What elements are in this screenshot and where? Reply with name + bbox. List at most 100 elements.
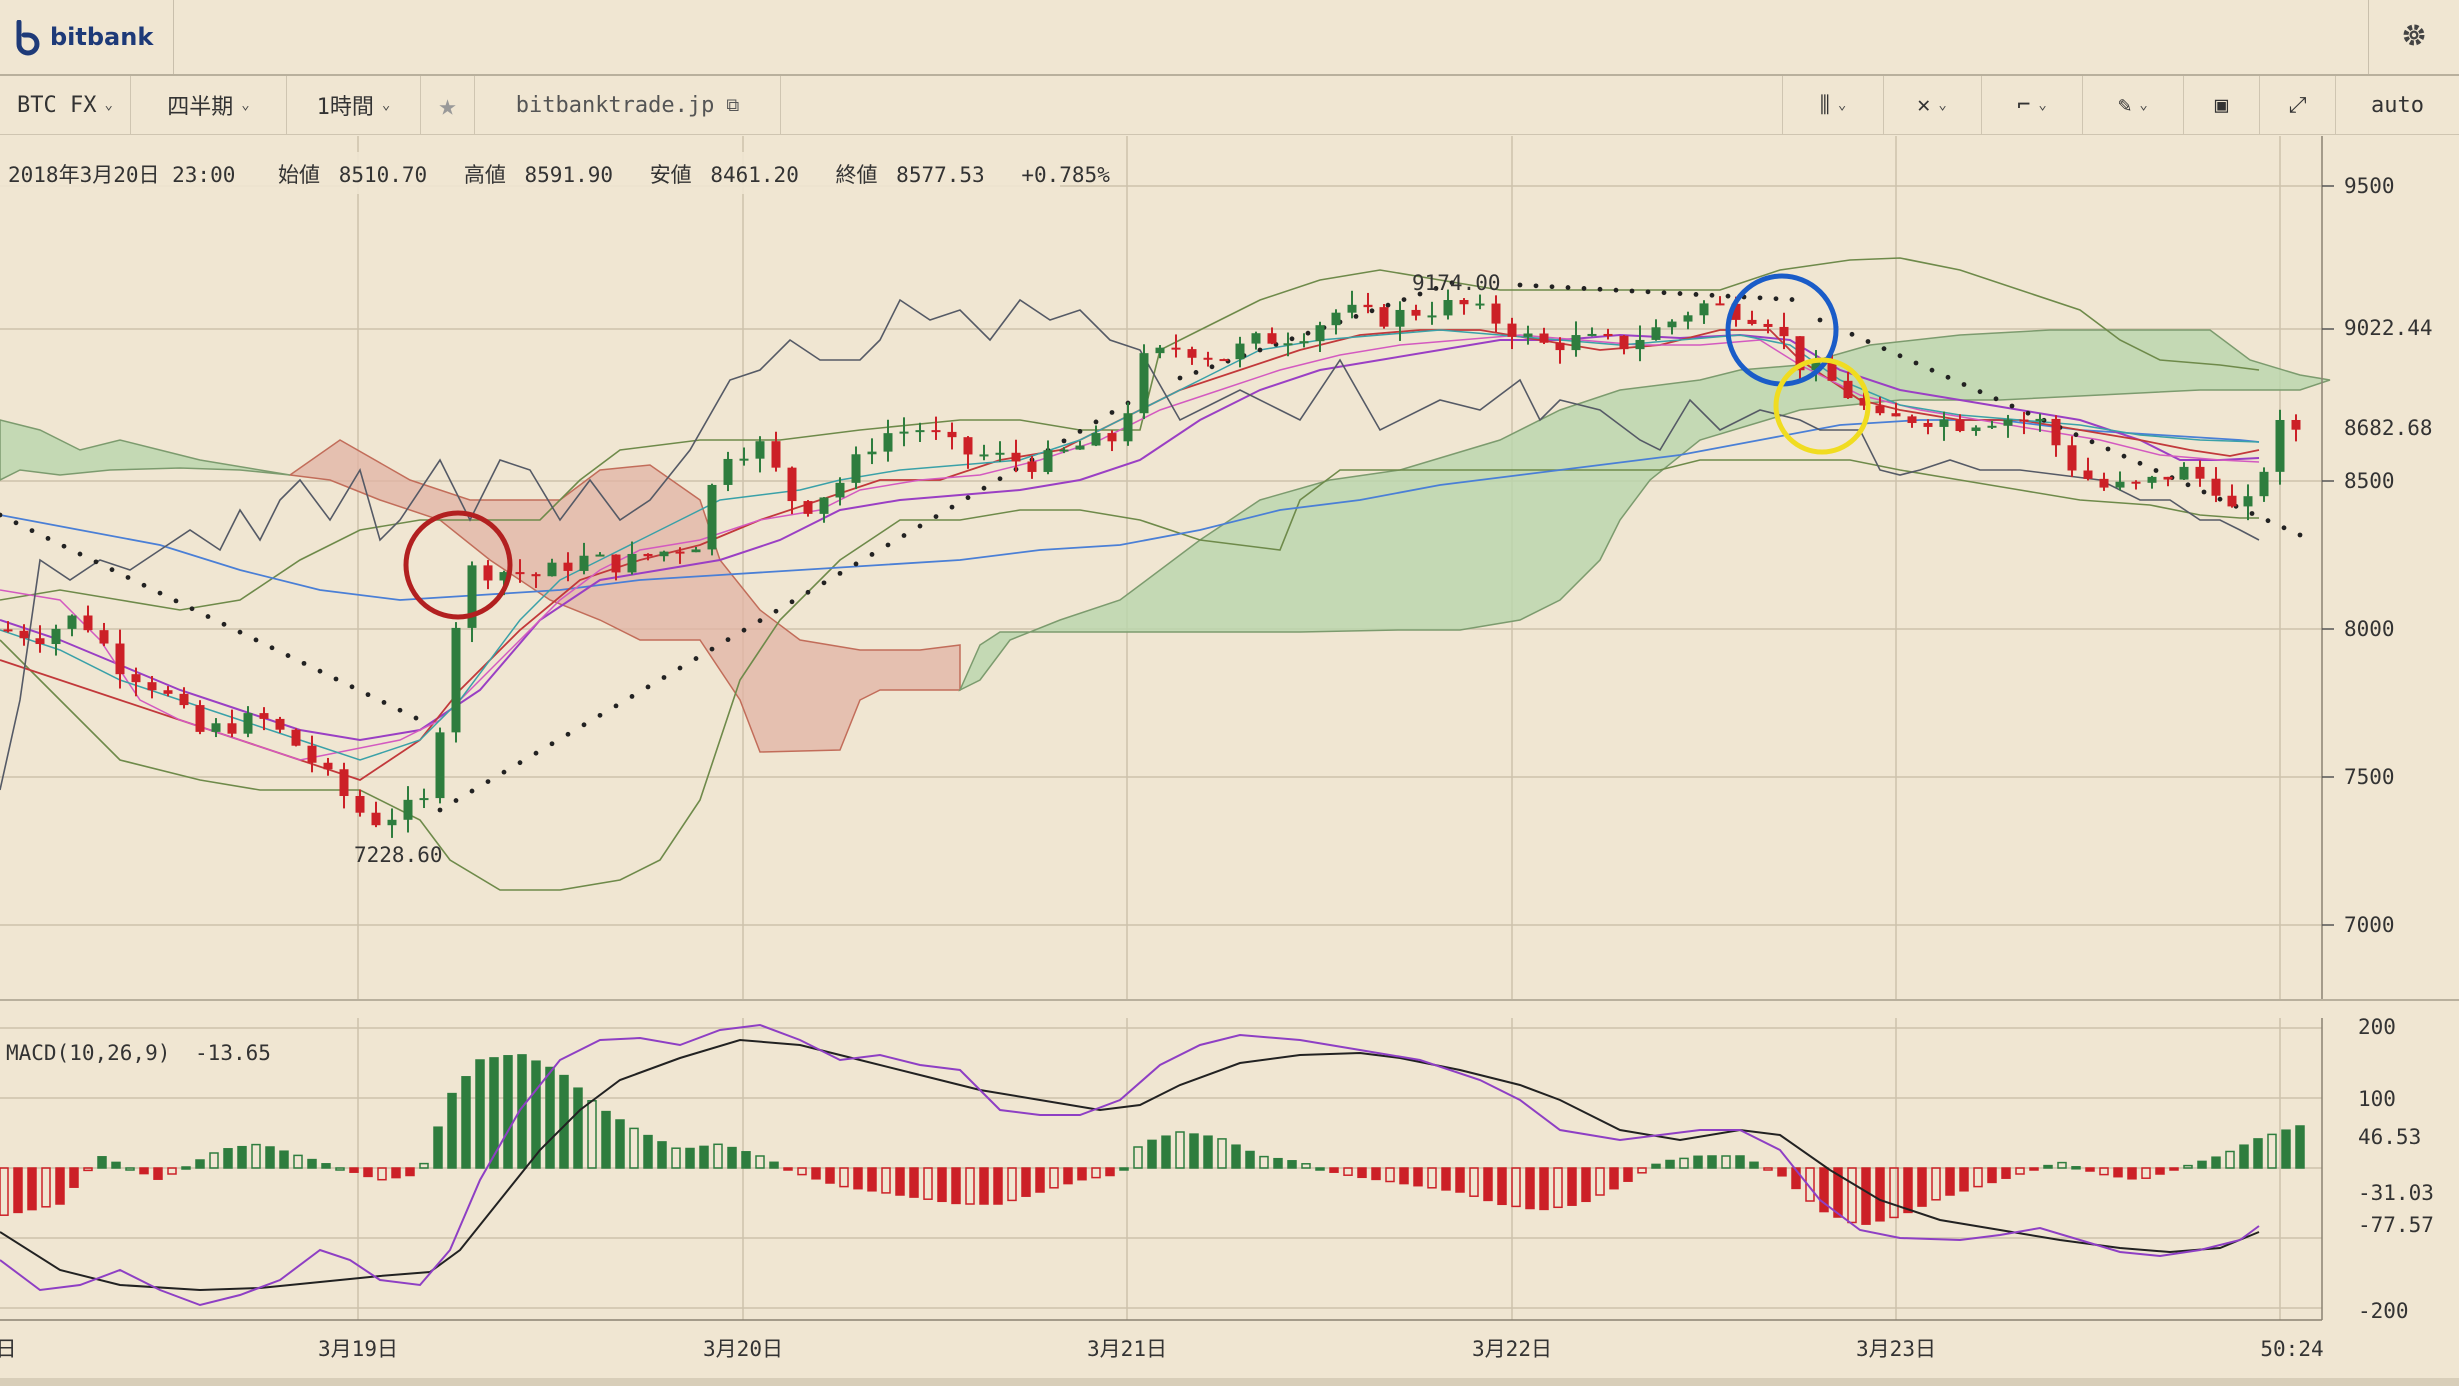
macd-bar bbox=[1021, 1167, 1031, 1197]
sar-dot bbox=[629, 694, 635, 699]
candle-body bbox=[1187, 349, 1197, 358]
candle-body bbox=[1427, 315, 1437, 318]
favorite-button[interactable]: ★ bbox=[421, 76, 475, 134]
draw-tool-button[interactable]: ✎ ⌄ bbox=[2083, 76, 2184, 134]
candle-body bbox=[563, 562, 573, 571]
macd-bar bbox=[1077, 1167, 1087, 1181]
sar-dot bbox=[333, 676, 339, 682]
macd-bar bbox=[363, 1167, 373, 1178]
study-button[interactable]: ▣ bbox=[2184, 76, 2260, 134]
macd-tick: -77.57 bbox=[2358, 1213, 2434, 1237]
macd-bar bbox=[97, 1156, 107, 1169]
macd-bar bbox=[1371, 1167, 1381, 1181]
macd-bar bbox=[1833, 1167, 1843, 1218]
candle-body bbox=[1699, 303, 1709, 316]
sar-dot bbox=[1993, 396, 1999, 402]
fullscreen-button[interactable]: ⤢ bbox=[2260, 76, 2336, 134]
candle-body bbox=[179, 693, 189, 706]
candle-body bbox=[1923, 423, 1933, 427]
candle-body bbox=[99, 630, 109, 644]
candle-style-button[interactable]: ⫼ ⌄ bbox=[1782, 76, 1884, 134]
sar-dot bbox=[93, 559, 99, 565]
candle-body bbox=[755, 441, 765, 459]
sar-dot bbox=[533, 750, 539, 756]
macd-bar bbox=[923, 1167, 933, 1200]
sar-dot bbox=[965, 495, 971, 501]
macd-bar bbox=[1175, 1131, 1185, 1169]
bollinger-lower bbox=[0, 459, 2259, 891]
macd-bar bbox=[2211, 1156, 2221, 1169]
macd-bar bbox=[895, 1167, 905, 1196]
site-label: bitbanktrade.jp bbox=[515, 92, 715, 118]
sar-dot bbox=[77, 551, 83, 557]
settings-button[interactable] bbox=[2368, 0, 2459, 74]
chart-grid bbox=[0, 136, 2322, 1000]
site-link[interactable]: bitbanktrade.jp ⧉ bbox=[475, 76, 781, 134]
time-label: 3月23日 bbox=[1856, 1337, 1936, 1361]
chart-box-icon: ▣ bbox=[2214, 92, 2229, 118]
sar-dot bbox=[1093, 419, 1099, 425]
macd-bar bbox=[783, 1167, 793, 1171]
candle-body bbox=[611, 554, 621, 573]
candle-body bbox=[2099, 478, 2109, 488]
candle-body bbox=[915, 430, 925, 433]
indicator-button[interactable]: ✕ ⌄ bbox=[1883, 76, 1982, 134]
sar-dot bbox=[285, 653, 291, 658]
candle-body bbox=[1539, 333, 1549, 343]
macd-bar bbox=[2001, 1167, 2011, 1179]
sar-dot bbox=[1865, 339, 1871, 344]
candle-body bbox=[899, 431, 909, 434]
sar-dot bbox=[1209, 364, 1215, 370]
ohlc-high: 8591.90 bbox=[525, 163, 614, 187]
interval-label: 1時間 bbox=[316, 95, 374, 120]
macd-bar bbox=[1203, 1135, 1213, 1169]
candle-body bbox=[1075, 445, 1085, 450]
macd-bar bbox=[1735, 1155, 1745, 1169]
bitbank-logo-icon bbox=[14, 19, 42, 56]
sar-dot bbox=[741, 627, 747, 633]
macd-bar bbox=[279, 1150, 289, 1169]
macd-bar bbox=[1413, 1167, 1423, 1187]
macd-axis: 200 100 46.53 -31.03 -77.57 -200 bbox=[2358, 1015, 2434, 1323]
macd-bar bbox=[1483, 1167, 1493, 1202]
interval-select[interactable]: 1時間 ⌄ bbox=[287, 76, 421, 134]
ohlc-datetime: 2018年3月20日 23:00 bbox=[8, 163, 235, 187]
price-chart[interactable]: 9174.00 7228.60 9500 9022.44 8682.68 850… bbox=[0, 136, 2459, 1386]
macd-bar bbox=[293, 1154, 303, 1169]
macd-bar bbox=[2113, 1167, 2123, 1178]
macd-bar bbox=[979, 1167, 989, 1205]
sar-dot bbox=[2121, 453, 2127, 459]
macd-bar bbox=[881, 1167, 891, 1194]
macd-bar bbox=[27, 1167, 37, 1211]
sar-dot bbox=[757, 618, 763, 624]
sar-dot bbox=[237, 629, 243, 635]
scale-mode-button[interactable]: auto bbox=[2336, 76, 2459, 134]
symbol-select[interactable]: BTC FX ⌄ bbox=[0, 76, 131, 134]
brand-logo[interactable]: bitbank bbox=[0, 0, 174, 74]
sar-dot bbox=[645, 684, 651, 690]
sar-dot bbox=[29, 528, 35, 534]
sar-dot bbox=[2185, 482, 2191, 488]
candle-body bbox=[1315, 325, 1325, 342]
macd-bar bbox=[1497, 1167, 1507, 1206]
sar-dot bbox=[1693, 292, 1699, 297]
sar-dot bbox=[1177, 375, 1183, 381]
candle-body bbox=[867, 451, 877, 455]
sar-dot bbox=[1661, 290, 1667, 296]
chart-type-select[interactable]: 四半期 ⌄ bbox=[131, 76, 287, 134]
candle-body bbox=[467, 565, 477, 628]
candle-body bbox=[1283, 343, 1293, 346]
macd-bar bbox=[13, 1167, 23, 1214]
macd-bar bbox=[433, 1126, 443, 1169]
candle-body bbox=[163, 690, 173, 694]
bottom-scrollbar[interactable] bbox=[0, 1378, 2459, 1386]
candle-body bbox=[1043, 450, 1053, 472]
sar-dot bbox=[837, 570, 843, 576]
macd-bar bbox=[965, 1167, 975, 1205]
macd-bar bbox=[951, 1167, 961, 1205]
chikou-span bbox=[0, 298, 2260, 791]
line-tool-button[interactable]: ⌐ ⌄ bbox=[1982, 76, 2083, 134]
crossover-icon: ✕ bbox=[1917, 92, 1931, 118]
sar-dot bbox=[253, 637, 259, 643]
sar-dot bbox=[397, 707, 403, 713]
